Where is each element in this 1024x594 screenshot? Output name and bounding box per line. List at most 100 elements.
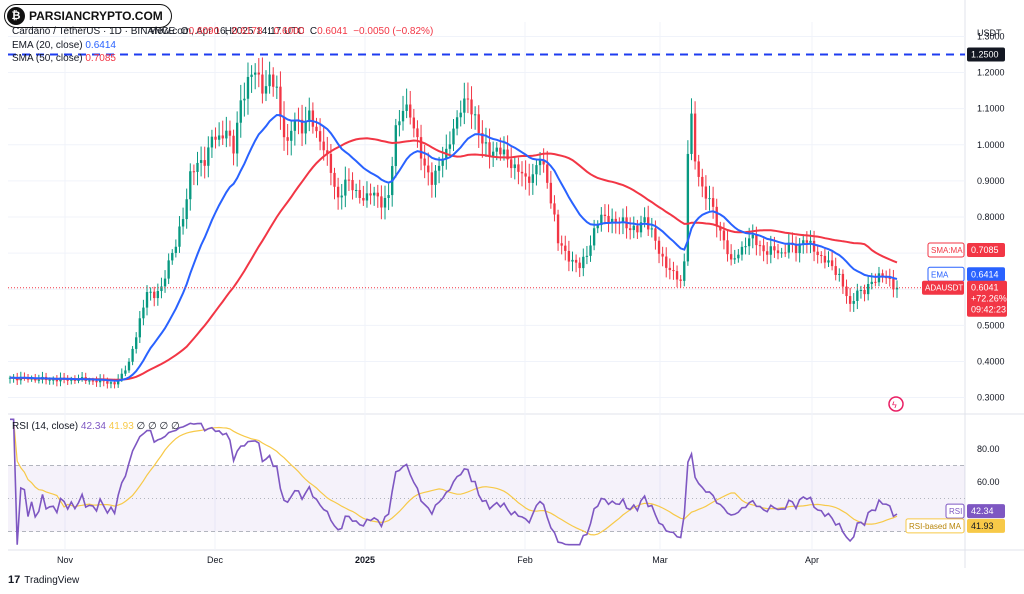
candle-body <box>473 114 477 116</box>
low-value: 0.6000 <box>273 26 305 37</box>
candle-body <box>351 179 354 191</box>
candle-body <box>870 281 873 285</box>
candle-body <box>362 197 365 201</box>
price-tick-label: 1.2000 <box>977 68 1005 78</box>
candle-body <box>466 98 470 100</box>
sma-legend[interactable]: SMA (50, close) 0.7085 <box>12 53 116 64</box>
candle-body <box>729 254 733 260</box>
sma-legend-value: 0.7085 <box>85 53 116 64</box>
candle-body <box>329 153 333 173</box>
candle-body <box>354 189 358 191</box>
sma-tag-label: SMA:MA <box>931 246 963 255</box>
candle-body <box>470 99 473 115</box>
candle-body <box>762 245 765 252</box>
tradingview-brand[interactable]: 17 TradingView <box>8 574 80 586</box>
candle-body <box>239 100 242 123</box>
candle-body <box>838 273 841 275</box>
candle-body <box>852 300 855 304</box>
candle-body <box>802 240 805 244</box>
change-value: −0.0050 (−0.82%) <box>353 26 434 37</box>
symbol-title: Cardano / TetherUS · 1D · BINANCE <box>12 26 176 37</box>
candle-body <box>290 130 293 141</box>
candle-body <box>145 292 149 308</box>
candle-body <box>711 198 715 207</box>
candle-body <box>181 219 185 227</box>
close-value: 0.6041 <box>317 26 348 37</box>
candle-body <box>376 192 379 197</box>
candle-body <box>596 225 599 229</box>
published-line: view.com, Apr 16, 2025 14:17 UTC <box>150 26 305 37</box>
candle-body <box>142 307 145 319</box>
candle-body <box>163 278 167 287</box>
candle-body <box>769 246 772 255</box>
candle-body <box>221 135 224 139</box>
candle-body <box>528 176 531 183</box>
candle-body <box>308 110 311 122</box>
candle-body <box>820 255 823 257</box>
level-tag-bg <box>967 47 1005 62</box>
candle-body <box>243 98 246 101</box>
candle-body <box>848 296 852 304</box>
rsi-legend-value: 42.34 <box>80 421 106 432</box>
candle-body <box>805 240 809 243</box>
price-tick-label: 1.0000 <box>977 140 1005 150</box>
candle-body <box>881 273 884 278</box>
candle-body <box>708 198 711 200</box>
candle-body <box>124 370 127 374</box>
rsi-tag-label-bg <box>945 503 965 519</box>
candle-body <box>448 144 452 149</box>
candle-body <box>427 165 430 173</box>
candle-body <box>322 141 325 151</box>
candle-body <box>189 171 192 200</box>
candle-body <box>423 158 426 166</box>
candle-body <box>167 260 170 279</box>
candle-body <box>279 86 282 117</box>
candle-body <box>524 173 527 177</box>
candle-body <box>185 199 188 220</box>
candle-body <box>286 137 289 141</box>
candle-body <box>282 116 286 138</box>
candle-body <box>373 192 376 196</box>
candle-body <box>250 74 253 77</box>
candle-body <box>538 160 542 166</box>
candle-body <box>268 74 271 87</box>
candle-body <box>614 218 617 223</box>
candle-body <box>199 160 203 163</box>
candle-body <box>740 246 744 255</box>
rsi-legend[interactable]: RSI (14, close) 42.34 41.93 ∅ ∅ ∅ ∅ <box>12 421 180 432</box>
candle-body <box>513 164 516 169</box>
candle-body <box>553 203 556 215</box>
candle-body <box>834 266 837 275</box>
candle-body <box>405 104 408 111</box>
price-unit-label: USDT <box>977 28 1002 38</box>
candle-body <box>120 373 123 379</box>
tradingview-icon: 17 <box>8 574 21 586</box>
candle-body <box>722 230 726 241</box>
candle-body <box>261 74 264 94</box>
candle-body <box>531 174 534 183</box>
candle-body <box>156 291 160 299</box>
candle-body <box>214 136 217 140</box>
price-tag-value: 0.6041 <box>971 283 999 293</box>
candle-body <box>690 113 693 154</box>
candle-body <box>275 86 278 88</box>
candle-body <box>719 226 722 231</box>
ema-tag-value-bg <box>967 267 1005 282</box>
candle-body <box>344 179 347 196</box>
ema-legend[interactable]: EMA (20, close) 0.6414 <box>12 40 116 51</box>
candle-body <box>127 361 131 371</box>
candle-body <box>780 252 783 254</box>
candle-body <box>549 182 553 204</box>
time-tick-label: Feb <box>517 555 533 565</box>
candle-body <box>174 246 178 253</box>
candle-body <box>733 258 736 260</box>
candle-body <box>571 259 574 262</box>
candle-body <box>704 186 708 199</box>
watermark-text: PARSIANCRYPTO.COM <box>29 9 163 23</box>
candle-body <box>257 72 260 75</box>
candle-body <box>203 160 206 166</box>
candle-body <box>567 250 571 262</box>
candle-body <box>632 225 635 231</box>
sma-tag-value-bg <box>967 243 1005 258</box>
